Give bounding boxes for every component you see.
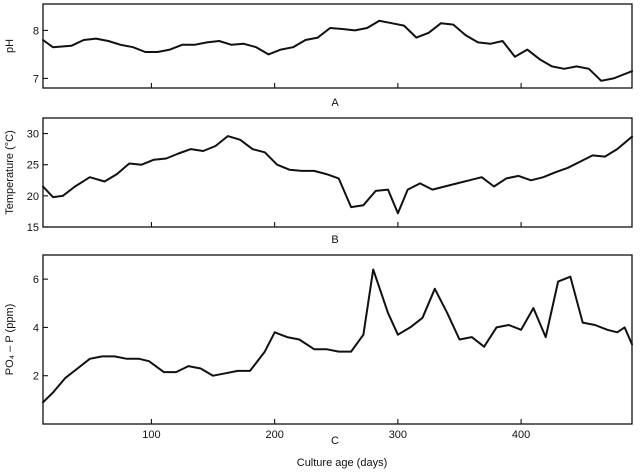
y-tick-label: 7 (33, 73, 39, 85)
x-axis-title: Culture age (days) (297, 457, 388, 469)
series-line-phosphate (42, 268, 633, 404)
series-line-temperature (42, 135, 633, 215)
plot-frame (42, 254, 633, 425)
y-axis-title: pH (4, 39, 16, 53)
panel-b-temperature: 15 20 25 30 Temperature (°C) B (4, 117, 633, 246)
series-line-ph (42, 19, 633, 82)
panel-letter: C (331, 435, 339, 447)
y-tick-label: 8 (33, 25, 39, 37)
y-tick-label: 25 (27, 160, 39, 172)
x-tick-label: 200 (265, 429, 283, 441)
y-axis-title: PO₄ – P (ppm) (4, 304, 16, 376)
x-tick-label: 100 (142, 429, 160, 441)
y-tick-label: 20 (27, 191, 39, 203)
y-tick-label: 30 (27, 129, 39, 141)
panel-letter: A (331, 97, 339, 109)
panel-a-ph: 7 8 pH A (4, 3, 633, 109)
panel-letter: B (331, 234, 338, 246)
plot-frame (42, 3, 633, 89)
y-tick-label: 6 (33, 274, 39, 286)
x-tick-label: 300 (389, 429, 407, 441)
x-tick-label: 400 (512, 429, 530, 441)
plot-frame (42, 117, 633, 228)
y-tick-label: 2 (33, 371, 39, 383)
y-axis-title: Temperature (°C) (4, 130, 16, 214)
panel-c-phosphate: 100 200 300 400 2 4 6 PO₄ – P (ppm) C (4, 254, 633, 447)
y-tick-label: 15 (27, 222, 39, 234)
y-tick-label: 4 (33, 322, 39, 334)
